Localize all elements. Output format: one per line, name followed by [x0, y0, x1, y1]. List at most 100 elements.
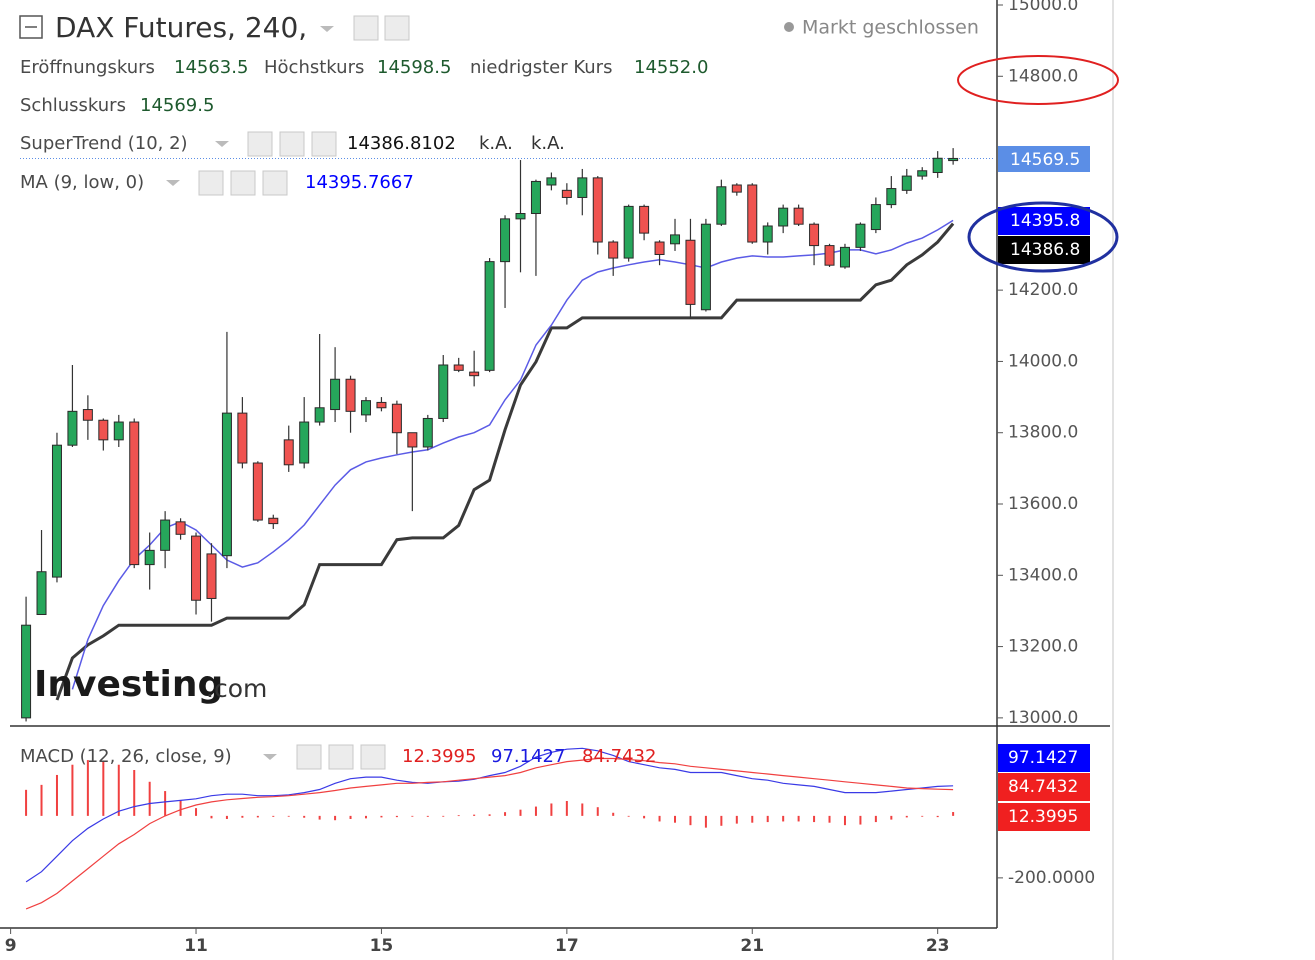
- market-status: Markt geschlossen: [802, 17, 979, 39]
- supertrend-value: 14386.8102: [347, 133, 456, 154]
- histogram-bar: [843, 815, 846, 826]
- eye-icon[interactable]: [247, 131, 273, 157]
- histogram-bar: [71, 764, 74, 816]
- histogram-bar: [117, 764, 120, 816]
- candle-body: [160, 519, 171, 551]
- candle-body: [685, 239, 696, 305]
- eye-icon[interactable]: [198, 170, 224, 196]
- macd-line-value: 97.1427: [491, 746, 565, 767]
- candle-body: [654, 241, 665, 255]
- histogram-bar: [488, 814, 491, 816]
- histogram-bar: [627, 815, 630, 817]
- ma-value: 14395.7667: [305, 172, 414, 193]
- candle-body: [330, 378, 341, 411]
- histogram-bar: [86, 760, 89, 816]
- histogram-bar: [426, 815, 429, 817]
- histogram-bar: [318, 815, 321, 820]
- close-icon[interactable]: [360, 744, 386, 770]
- histogram-bar: [534, 806, 537, 816]
- candle-body: [438, 364, 449, 419]
- settings-icon[interactable]: [230, 170, 256, 196]
- x-tick-label: 11: [184, 936, 208, 956]
- candle-body: [407, 432, 418, 448]
- histogram-bar: [596, 807, 599, 816]
- histogram-bar: [287, 815, 290, 817]
- macd-hist-tag-text: 12.3995: [1008, 807, 1078, 827]
- histogram-bar: [102, 761, 105, 816]
- candle-body: [623, 205, 634, 259]
- histogram-bar: [457, 815, 460, 817]
- candle-body: [731, 184, 742, 193]
- macd-hist-value: 12.3995: [402, 746, 476, 767]
- y-tick-label: 13600.0: [1008, 494, 1078, 514]
- candle-body: [221, 412, 232, 557]
- histogram-bar: [25, 789, 28, 816]
- histogram-bar: [334, 815, 337, 821]
- last-price-tag: [998, 146, 1090, 172]
- eye-icon[interactable]: [353, 15, 379, 41]
- watermark: Investing: [34, 664, 223, 705]
- candle-body: [809, 223, 820, 247]
- histogram-bar: [504, 812, 507, 816]
- macd-line: [25, 747, 954, 883]
- candle-body: [500, 218, 511, 263]
- candle-body: [762, 225, 773, 243]
- supertrend-extra: k.A.: [479, 133, 513, 154]
- macd-line-tag: [998, 744, 1090, 772]
- macd-plot: [25, 747, 955, 910]
- settings-icon[interactable]: [328, 744, 354, 770]
- dropdown-icon[interactable]: [263, 754, 277, 760]
- dropdown-icon[interactable]: [320, 26, 334, 32]
- candle-body: [268, 517, 279, 525]
- candle-body: [36, 571, 47, 616]
- ma-tag: [998, 207, 1090, 235]
- histogram-bar: [40, 784, 43, 816]
- candle-body: [948, 157, 959, 162]
- histogram-bar: [395, 815, 398, 818]
- dropdown-icon[interactable]: [215, 141, 229, 147]
- dropdown-icon[interactable]: [166, 180, 180, 186]
- histogram-bar: [782, 815, 785, 822]
- histogram-bar: [565, 800, 568, 816]
- histogram-bar: [859, 815, 862, 825]
- supertrend-tag-text: 14386.8: [1010, 240, 1080, 260]
- candle-body: [283, 439, 294, 466]
- close-icon[interactable]: [311, 131, 337, 157]
- histogram-bar: [874, 815, 877, 823]
- candle-body: [670, 234, 681, 245]
- candle-body: [113, 421, 124, 441]
- macd-line: [25, 757, 954, 910]
- candle-body: [515, 213, 526, 220]
- histogram-bar: [519, 809, 522, 816]
- macd-line-tag-text: 97.1427: [1008, 748, 1078, 768]
- settings-icon[interactable]: [279, 131, 305, 157]
- candle-body: [206, 553, 217, 599]
- histogram-bar: [735, 815, 738, 824]
- y-tick-label: 13200.0: [1008, 637, 1078, 657]
- close-label: Schlusskurs: [20, 95, 126, 116]
- histogram-bar: [364, 815, 367, 819]
- histogram-bar: [952, 812, 955, 816]
- last-price-tag-text: 14569.5: [1010, 150, 1080, 170]
- annotation-ellipse: [967, 201, 1119, 273]
- x-tick-label: 21: [740, 936, 764, 956]
- macd-signal-value: 84.7432: [582, 746, 656, 767]
- histogram-bar: [813, 815, 816, 823]
- close-icon[interactable]: [262, 170, 288, 196]
- candle-body: [391, 403, 402, 434]
- collapse-icon[interactable]: [19, 15, 43, 39]
- candle-body: [422, 417, 433, 448]
- eye-icon[interactable]: [296, 744, 322, 770]
- settings-icon[interactable]: [384, 15, 410, 41]
- candle-body: [469, 371, 480, 377]
- chart-title: DAX Futures, 240,: [55, 11, 307, 44]
- y-tick-label: 15000.0: [1008, 0, 1078, 15]
- x-tick-label: 9: [5, 936, 17, 956]
- y-tick-label: -200.0000: [1008, 868, 1095, 888]
- x-tick-label: 15: [370, 936, 394, 956]
- candle-body: [530, 180, 541, 215]
- candle-body: [639, 205, 650, 234]
- supertrend-tag: [998, 236, 1090, 264]
- close-value: 14569.5: [140, 95, 214, 116]
- macd-signal-tag: [998, 773, 1090, 801]
